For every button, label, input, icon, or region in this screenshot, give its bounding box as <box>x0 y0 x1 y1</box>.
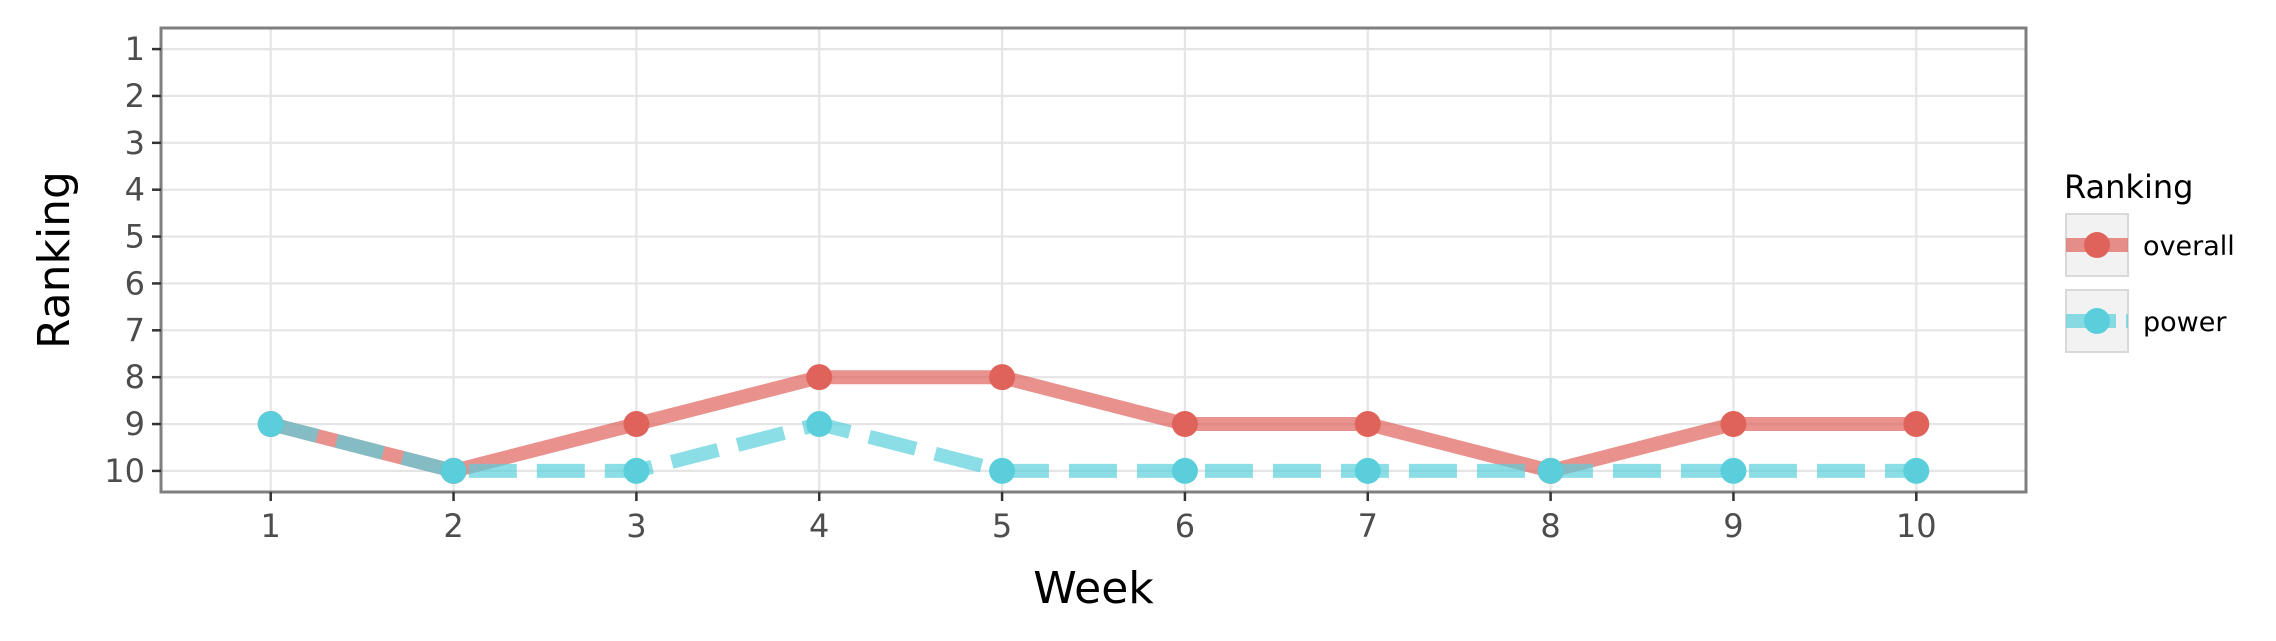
x-tick-label: 3 <box>626 507 646 545</box>
legend: Ranking overall power <box>2064 168 2235 353</box>
y-tick-label: 6 <box>125 264 145 302</box>
x-axis: 1 2 3 4 5 6 7 8 9 10 <box>261 492 1937 545</box>
data-point-power <box>440 457 467 484</box>
x-tick-label: 5 <box>992 507 1012 545</box>
legend-label-overall: overall <box>2143 231 2235 262</box>
data-point-power <box>989 457 1016 484</box>
plot-panel-border <box>159 26 2028 494</box>
x-tick-label: 9 <box>1723 507 1743 545</box>
data-point-overall <box>1720 411 1747 438</box>
data-point-power <box>1171 457 1198 484</box>
y-tick-label: 3 <box>125 124 145 162</box>
legend-label-power: power <box>2143 307 2227 338</box>
data-point-overall <box>806 364 833 391</box>
y-tick-label: 4 <box>125 171 145 209</box>
legend-point-overall <box>2084 232 2110 258</box>
x-tick-label: 10 <box>1896 507 1937 545</box>
x-tick-label: 4 <box>809 507 829 545</box>
data-point-overall <box>623 411 650 438</box>
series-line-power <box>268 417 1917 478</box>
legend-point-power <box>2084 308 2110 334</box>
series-points <box>257 364 1930 484</box>
plot-panel-background <box>161 28 2026 492</box>
y-tick-label: 8 <box>125 358 145 396</box>
data-point-overall <box>1171 411 1198 438</box>
y-tick-label: 5 <box>125 218 145 256</box>
data-point-power <box>1720 457 1747 484</box>
data-point-overall <box>989 364 1016 391</box>
y-tick-label: 9 <box>125 405 145 443</box>
y-tick-label: 1 <box>125 30 145 68</box>
data-point-power <box>1354 457 1381 484</box>
y-axis: 1 2 3 4 5 6 7 8 9 10 <box>104 30 161 490</box>
y-tick-label: 7 <box>125 311 145 349</box>
y-axis-title: Ranking <box>29 171 80 349</box>
series-line-overall <box>268 370 1917 478</box>
y-tick-label: 10 <box>104 452 145 490</box>
x-tick-label: 8 <box>1540 507 1560 545</box>
x-tick-label: 2 <box>443 507 463 545</box>
gridlines <box>161 28 2026 492</box>
data-point-power <box>806 411 833 438</box>
legend-title: Ranking <box>2064 168 2193 206</box>
data-point-power <box>623 457 650 484</box>
x-tick-label: 1 <box>261 507 281 545</box>
data-point-power <box>257 411 284 438</box>
data-point-overall <box>1903 411 1930 438</box>
x-tick-label: 6 <box>1175 507 1195 545</box>
data-point-power <box>1903 457 1930 484</box>
data-point-power <box>1537 457 1564 484</box>
data-point-overall <box>1354 411 1381 438</box>
y-tick-label: 2 <box>125 77 145 115</box>
x-axis-title: Week <box>1033 563 1154 614</box>
x-tick-label: 7 <box>1358 507 1378 545</box>
series-lines <box>268 370 1917 478</box>
